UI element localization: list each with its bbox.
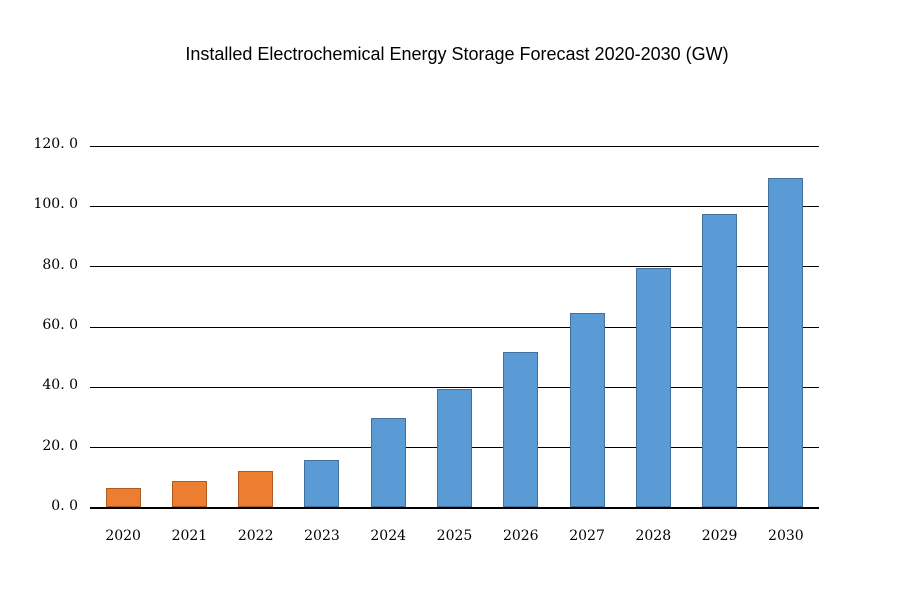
y-tick-label-80: 80. 0: [42, 256, 78, 273]
x-tick-label-2023: 2023: [304, 528, 340, 544]
y-tick-label-0: 0. 0: [51, 498, 78, 514]
gridline-120: [90, 145, 819, 147]
x-tick-label-2030: 2030: [768, 528, 804, 544]
x-tick-label-2026: 2026: [502, 528, 539, 544]
x-tick-label-2027: 2027: [569, 528, 605, 544]
x-tick-label-2025: 2025: [436, 528, 473, 544]
bar-2023: [304, 459, 340, 507]
gridline-100: [90, 205, 819, 207]
y-tick-label-100: 100. 0: [33, 196, 78, 213]
chart-title: Installed Electrochemical Energy Storage…: [185, 44, 729, 64]
x-tick-label-2029: 2029: [701, 528, 738, 544]
bar-2026: [503, 351, 539, 507]
bar-2024: [370, 418, 406, 507]
bar-2028: [635, 268, 671, 507]
bar-2030: [768, 178, 804, 507]
bar-2025: [437, 388, 472, 507]
gridline-60: [90, 326, 819, 328]
x-tick-label-2020: 2020: [105, 528, 141, 544]
bar-2020: [105, 488, 141, 507]
bar-2021: [171, 480, 207, 507]
gridline-80: [90, 266, 819, 268]
y-tick-label-60: 60. 0: [42, 317, 78, 333]
y-tick-label-20: 20. 0: [42, 437, 78, 454]
y-tick-label-120: 120. 0: [33, 136, 78, 152]
gridline-40: [90, 386, 819, 388]
x-tick-label-2024: 2024: [370, 528, 407, 544]
y-tick-label-40: 40. 0: [42, 377, 78, 394]
bar-2022: [238, 471, 274, 507]
x-tick-label-2028: 2028: [635, 528, 672, 544]
x-axis-line: [90, 507, 819, 509]
bar-2029: [702, 213, 738, 507]
x-tick-label-2022: 2022: [237, 528, 274, 544]
bar-2027: [569, 313, 605, 507]
x-tick-label-2021: 2021: [171, 528, 208, 544]
